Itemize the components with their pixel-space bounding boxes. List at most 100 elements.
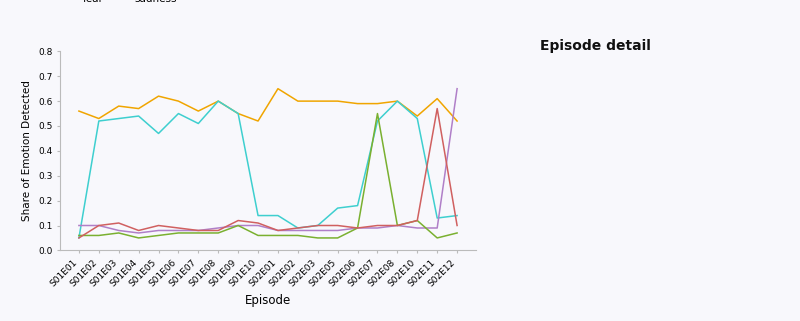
fear bbox=[174, 229, 183, 232]
anger bbox=[313, 223, 322, 227]
anger bbox=[432, 107, 442, 110]
joy bbox=[413, 114, 422, 118]
fear bbox=[373, 226, 382, 230]
disgust bbox=[154, 234, 163, 238]
fear bbox=[452, 87, 462, 91]
disgust bbox=[353, 226, 362, 230]
disgust bbox=[293, 234, 302, 238]
sadness bbox=[114, 117, 123, 120]
disgust bbox=[114, 231, 123, 235]
anger bbox=[293, 226, 302, 230]
disgust bbox=[94, 234, 104, 238]
sadness bbox=[134, 114, 143, 118]
disgust bbox=[174, 231, 183, 235]
joy bbox=[313, 99, 322, 103]
sadness bbox=[452, 214, 462, 218]
Legend: joy, fear, anger, sadness, disgust: joy, fear, anger, sadness, disgust bbox=[66, 0, 245, 4]
anger bbox=[452, 223, 462, 227]
joy bbox=[114, 104, 123, 108]
Text: Episode detail: Episode detail bbox=[540, 39, 651, 53]
anger bbox=[194, 229, 203, 232]
Line: fear: fear bbox=[79, 89, 457, 233]
fear bbox=[74, 223, 84, 227]
anger bbox=[333, 223, 342, 227]
sadness bbox=[194, 122, 203, 126]
sadness bbox=[254, 214, 263, 218]
disgust bbox=[313, 236, 322, 240]
disgust bbox=[254, 234, 263, 238]
joy bbox=[254, 119, 263, 123]
fear bbox=[134, 231, 143, 235]
anger bbox=[114, 221, 123, 225]
joy bbox=[214, 99, 223, 103]
X-axis label: Episode: Episode bbox=[245, 294, 291, 307]
joy bbox=[234, 112, 243, 116]
fear bbox=[234, 223, 243, 227]
disgust bbox=[393, 223, 402, 227]
anger bbox=[94, 223, 104, 227]
disgust bbox=[413, 219, 422, 222]
disgust bbox=[273, 234, 282, 238]
disgust bbox=[214, 231, 223, 235]
Line: joy: joy bbox=[79, 89, 457, 121]
sadness bbox=[154, 132, 163, 135]
anger bbox=[373, 223, 382, 227]
joy bbox=[94, 117, 104, 120]
disgust bbox=[373, 112, 382, 116]
Line: sadness: sadness bbox=[79, 101, 457, 238]
sadness bbox=[74, 236, 84, 240]
anger bbox=[393, 223, 402, 227]
sadness bbox=[214, 99, 223, 103]
joy bbox=[154, 94, 163, 98]
anger bbox=[254, 221, 263, 225]
sadness bbox=[393, 99, 402, 103]
sadness bbox=[333, 206, 342, 210]
sadness bbox=[432, 216, 442, 220]
joy bbox=[174, 99, 183, 103]
joy bbox=[432, 97, 442, 100]
fear bbox=[293, 229, 302, 232]
joy bbox=[273, 87, 282, 91]
disgust bbox=[432, 236, 442, 240]
fear bbox=[313, 229, 322, 232]
anger bbox=[273, 229, 282, 232]
sadness bbox=[293, 226, 302, 230]
joy bbox=[194, 109, 203, 113]
anger bbox=[353, 226, 362, 230]
anger bbox=[74, 236, 84, 240]
fear bbox=[154, 229, 163, 232]
Line: anger: anger bbox=[79, 108, 457, 238]
sadness bbox=[234, 112, 243, 116]
anger bbox=[214, 229, 223, 232]
fear bbox=[333, 229, 342, 232]
anger bbox=[154, 223, 163, 227]
anger bbox=[134, 229, 143, 232]
joy bbox=[134, 107, 143, 110]
disgust bbox=[452, 231, 462, 235]
fear bbox=[413, 226, 422, 230]
joy bbox=[393, 99, 402, 103]
joy bbox=[333, 99, 342, 103]
anger bbox=[413, 219, 422, 222]
joy bbox=[452, 119, 462, 123]
disgust bbox=[194, 231, 203, 235]
fear bbox=[94, 223, 104, 227]
sadness bbox=[353, 204, 362, 208]
joy bbox=[353, 102, 362, 106]
fear bbox=[214, 226, 223, 230]
fear bbox=[254, 223, 263, 227]
fear bbox=[353, 226, 362, 230]
anger bbox=[174, 226, 183, 230]
fear bbox=[432, 226, 442, 230]
sadness bbox=[373, 119, 382, 123]
sadness bbox=[413, 117, 422, 120]
disgust bbox=[234, 223, 243, 227]
fear bbox=[273, 229, 282, 232]
fear bbox=[114, 229, 123, 232]
joy bbox=[293, 99, 302, 103]
disgust bbox=[333, 236, 342, 240]
sadness bbox=[273, 214, 282, 218]
sadness bbox=[313, 223, 322, 227]
disgust bbox=[74, 234, 84, 238]
fear bbox=[194, 229, 203, 232]
